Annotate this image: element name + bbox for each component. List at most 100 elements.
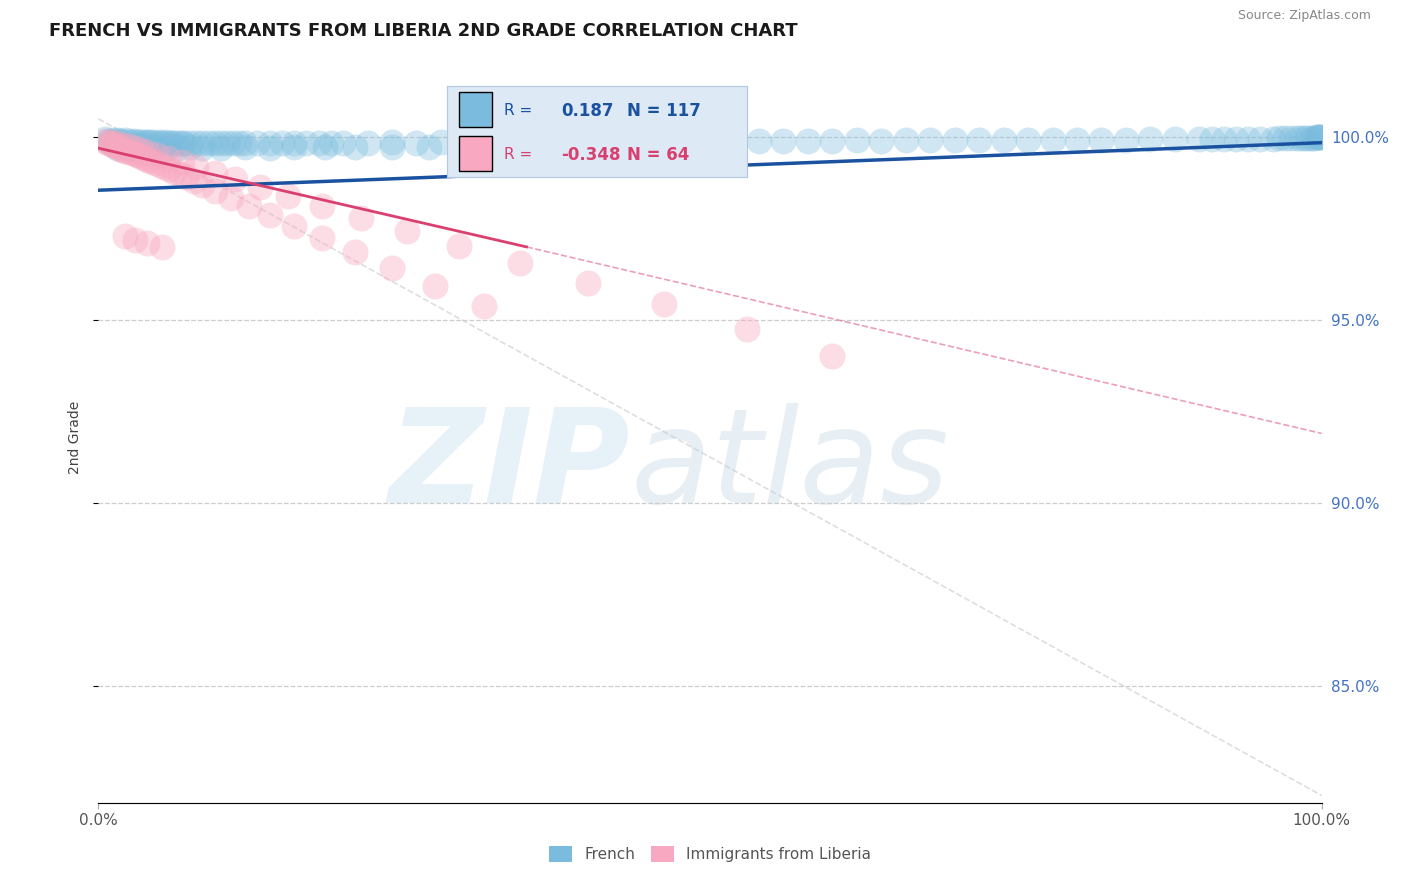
- Point: [142, 135, 165, 149]
- Point: [179, 136, 201, 150]
- Point: [101, 133, 124, 147]
- Point: [527, 136, 550, 150]
- Point: [283, 219, 305, 233]
- Point: [1308, 130, 1330, 145]
- Point: [576, 135, 599, 149]
- Point: [209, 141, 232, 155]
- Point: [1303, 130, 1326, 145]
- Point: [129, 140, 152, 154]
- Point: [238, 199, 260, 213]
- Point: [699, 134, 721, 148]
- Point: [1306, 130, 1329, 145]
- Point: [1090, 133, 1112, 147]
- Point: [118, 142, 141, 156]
- Point: [1268, 131, 1291, 145]
- Point: [160, 136, 183, 150]
- Point: [111, 143, 134, 157]
- Point: [1164, 132, 1187, 146]
- Point: [772, 134, 794, 148]
- Point: [1249, 131, 1271, 145]
- Point: [143, 155, 166, 169]
- Point: [136, 153, 159, 167]
- Text: FRENCH VS IMMIGRANTS FROM LIBERIA 2ND GRADE CORRELATION CHART: FRENCH VS IMMIGRANTS FROM LIBERIA 2ND GR…: [49, 22, 797, 40]
- Point: [1188, 132, 1211, 146]
- Point: [735, 322, 758, 336]
- Point: [167, 141, 190, 155]
- Point: [114, 144, 136, 158]
- Point: [157, 136, 180, 150]
- Point: [1225, 132, 1247, 146]
- Point: [124, 141, 146, 155]
- Point: [1294, 131, 1316, 145]
- Point: [111, 135, 134, 149]
- Point: [1261, 131, 1284, 145]
- Text: Source: ZipAtlas.com: Source: ZipAtlas.com: [1237, 9, 1371, 22]
- Point: [136, 145, 159, 159]
- Point: [454, 139, 477, 153]
- Point: [121, 146, 143, 161]
- Point: [167, 136, 190, 150]
- Point: [249, 180, 271, 194]
- Point: [191, 136, 214, 150]
- Text: atlas: atlas: [630, 403, 949, 530]
- Point: [652, 297, 675, 311]
- Point: [100, 136, 122, 151]
- Point: [173, 136, 195, 150]
- Point: [344, 140, 367, 154]
- Text: ZIP: ZIP: [389, 403, 630, 530]
- Point: [100, 135, 122, 149]
- Point: [1289, 131, 1312, 145]
- Point: [186, 160, 208, 174]
- Point: [124, 233, 146, 247]
- Point: [1296, 130, 1319, 145]
- Point: [224, 172, 246, 186]
- Point: [1201, 132, 1223, 146]
- Point: [845, 133, 868, 147]
- Point: [1115, 133, 1137, 147]
- Point: [600, 135, 623, 149]
- Point: [118, 145, 141, 159]
- Point: [1042, 133, 1064, 147]
- Point: [1139, 132, 1161, 146]
- Point: [270, 136, 294, 150]
- Point: [259, 141, 281, 155]
- Point: [134, 136, 156, 150]
- Point: [228, 136, 250, 150]
- Point: [870, 134, 893, 148]
- Point: [311, 231, 333, 245]
- Point: [259, 136, 281, 151]
- Point: [101, 138, 124, 153]
- Point: [295, 136, 318, 150]
- Point: [129, 143, 152, 157]
- Point: [121, 135, 143, 149]
- Point: [105, 141, 128, 155]
- Point: [191, 178, 214, 193]
- Point: [821, 349, 844, 363]
- Point: [93, 132, 115, 146]
- Point: [449, 239, 471, 253]
- Point: [308, 136, 330, 150]
- Point: [943, 133, 966, 147]
- Point: [283, 140, 305, 154]
- Point: [191, 141, 214, 155]
- Point: [124, 147, 146, 161]
- Point: [136, 236, 159, 251]
- Point: [1306, 130, 1329, 145]
- Point: [283, 136, 305, 150]
- Point: [129, 135, 152, 149]
- Y-axis label: 2nd Grade: 2nd Grade: [67, 401, 82, 474]
- Point: [821, 134, 844, 148]
- Point: [723, 134, 745, 148]
- Point: [1017, 133, 1039, 147]
- Point: [149, 158, 172, 172]
- Point: [155, 142, 177, 156]
- Point: [157, 161, 180, 176]
- Point: [222, 136, 245, 151]
- Point: [157, 151, 180, 165]
- Point: [124, 134, 146, 148]
- Point: [97, 134, 120, 148]
- Point: [107, 140, 129, 154]
- Point: [233, 140, 256, 154]
- Point: [1310, 130, 1333, 145]
- Point: [204, 136, 226, 150]
